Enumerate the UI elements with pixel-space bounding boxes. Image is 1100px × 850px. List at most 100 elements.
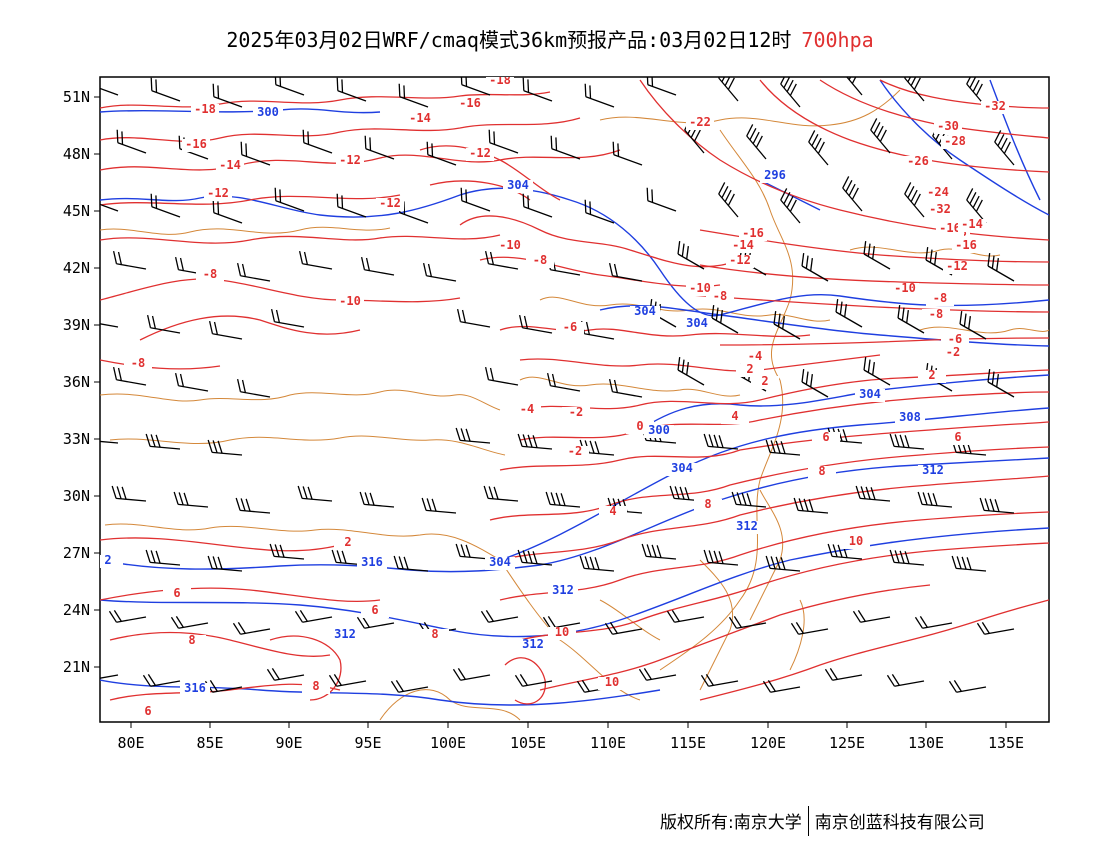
height-label: 316 — [184, 681, 206, 695]
height-label: 312 — [552, 583, 574, 597]
temperature-label: -12 — [207, 186, 229, 200]
temperature-label: -8 — [203, 267, 217, 281]
temperature-label: -12 — [339, 153, 361, 167]
height-label: 312 — [736, 519, 758, 533]
temperature-label: 8 — [188, 633, 195, 647]
height-label: 304 — [489, 555, 511, 569]
lon-tick-label: 130E — [908, 734, 944, 752]
temperature-label: -8 — [929, 307, 943, 321]
temperature-label: -4 — [520, 402, 534, 416]
temperature-label: -8 — [713, 289, 727, 303]
temperature-label: -16 — [955, 238, 977, 252]
lon-tick-label: 100E — [430, 734, 466, 752]
temperature-label: -2 — [568, 444, 582, 458]
height-label: 312 — [334, 627, 356, 641]
height-label: 2 — [104, 553, 111, 567]
temperature-label: -10 — [499, 238, 521, 252]
temperature-label: 6 — [822, 430, 829, 444]
lon-tick-label: 105E — [510, 734, 546, 752]
lon-tick-label: 80E — [117, 734, 144, 752]
temperature-label: -12 — [469, 146, 491, 160]
lon-tick-label: 125E — [829, 734, 865, 752]
temperature-label: 8 — [704, 497, 711, 511]
temperature-label: -14 — [219, 158, 241, 172]
temperature-label: -6 — [948, 332, 962, 346]
temperature-label: 2 — [928, 368, 935, 382]
temperature-label: 2 — [746, 362, 753, 376]
height-label: 300 — [648, 423, 670, 437]
temperature-label: -28 — [944, 134, 966, 148]
temperature-label: -26 — [907, 154, 929, 168]
lat-tick-label: 45N — [63, 202, 90, 220]
temperature-label: -2 — [946, 345, 960, 359]
temperature-label: -32 — [984, 99, 1006, 113]
height-label: 300 — [257, 105, 279, 119]
temperature-label: -16 — [459, 96, 481, 110]
temperature-label: -16 — [185, 137, 207, 151]
temperature-label: -6 — [563, 320, 577, 334]
lat-tick-label: 21N — [63, 658, 90, 676]
temperature-label: -14 — [961, 217, 983, 231]
copyright-owner: 版权所有:南京大学 — [660, 813, 802, 833]
temperature-label: -12 — [946, 259, 968, 273]
height-label: 308 — [899, 410, 921, 424]
lat-tick-label: 30N — [63, 487, 90, 505]
temperature-label: 6 — [144, 704, 151, 718]
lat-tick-label: 33N — [63, 430, 90, 448]
lat-tick-label: 48N — [63, 145, 90, 163]
lon-tick-label: 85E — [196, 734, 223, 752]
lon-tick-label: 90E — [275, 734, 302, 752]
temperature-label: -8 — [533, 253, 547, 267]
height-label: 316 — [361, 555, 383, 569]
temperature-label: -18 — [194, 102, 216, 116]
temperature-label: -10 — [894, 281, 916, 295]
lon-tick-label: 135E — [988, 734, 1024, 752]
lon-tick-label: 115E — [670, 734, 706, 752]
credit-divider — [808, 806, 809, 836]
temperature-label: 6 — [173, 586, 180, 600]
lat-tick-label: 36N — [63, 373, 90, 391]
temperature-label: 6 — [954, 430, 961, 444]
lat-tick-label: 24N — [63, 601, 90, 619]
temperature-label: -24 — [927, 185, 949, 199]
height-label: 304 — [507, 178, 529, 192]
temperature-label: 4 — [731, 409, 738, 423]
temperature-label: -16 — [939, 221, 961, 235]
temperature-label: -10 — [689, 281, 711, 295]
temperature-label: -8 — [131, 356, 145, 370]
height-label: 296 — [764, 168, 786, 182]
temperature-label: -14 — [732, 238, 754, 252]
temperature-label: -8 — [933, 291, 947, 305]
temperature-label: -32 — [929, 202, 951, 216]
lat-tick-label: 27N — [63, 544, 90, 562]
copyright-partner: 南京创蓝科技有限公司 — [815, 813, 985, 833]
temperature-label: -22 — [689, 115, 711, 129]
lon-tick-label: 95E — [354, 734, 381, 752]
height-label: 304 — [634, 304, 656, 318]
temperature-label: -4 — [748, 349, 762, 363]
lon-tick-label: 120E — [750, 734, 786, 752]
height-label: 304 — [686, 316, 708, 330]
temperature-label: 8 — [818, 464, 825, 478]
lat-tick-label: 39N — [63, 316, 90, 334]
lat-tick-label: 42N — [63, 259, 90, 277]
height-label: 304 — [671, 461, 693, 475]
temperature-label: -2 — [569, 405, 583, 419]
temperature-label: -12 — [729, 253, 751, 267]
temperature-label: -30 — [937, 119, 959, 133]
temperature-label: 8 — [312, 679, 319, 693]
temperature-label: 2 — [344, 535, 351, 549]
temperature-label: 6 — [371, 603, 378, 617]
temperature-label: -10 — [339, 294, 361, 308]
temperature-label: 10 — [605, 675, 619, 689]
height-label: 312 — [522, 637, 544, 651]
lat-tick-label: 51N — [63, 88, 90, 106]
height-label: 312 — [922, 463, 944, 477]
temperature-label: 2 — [761, 374, 768, 388]
temperature-label: 4 — [609, 504, 616, 518]
temperature-label: -12 — [379, 196, 401, 210]
temperature-label: 10 — [849, 534, 863, 548]
temperature-label: 0 — [636, 419, 643, 433]
lon-tick-label: 110E — [590, 734, 626, 752]
